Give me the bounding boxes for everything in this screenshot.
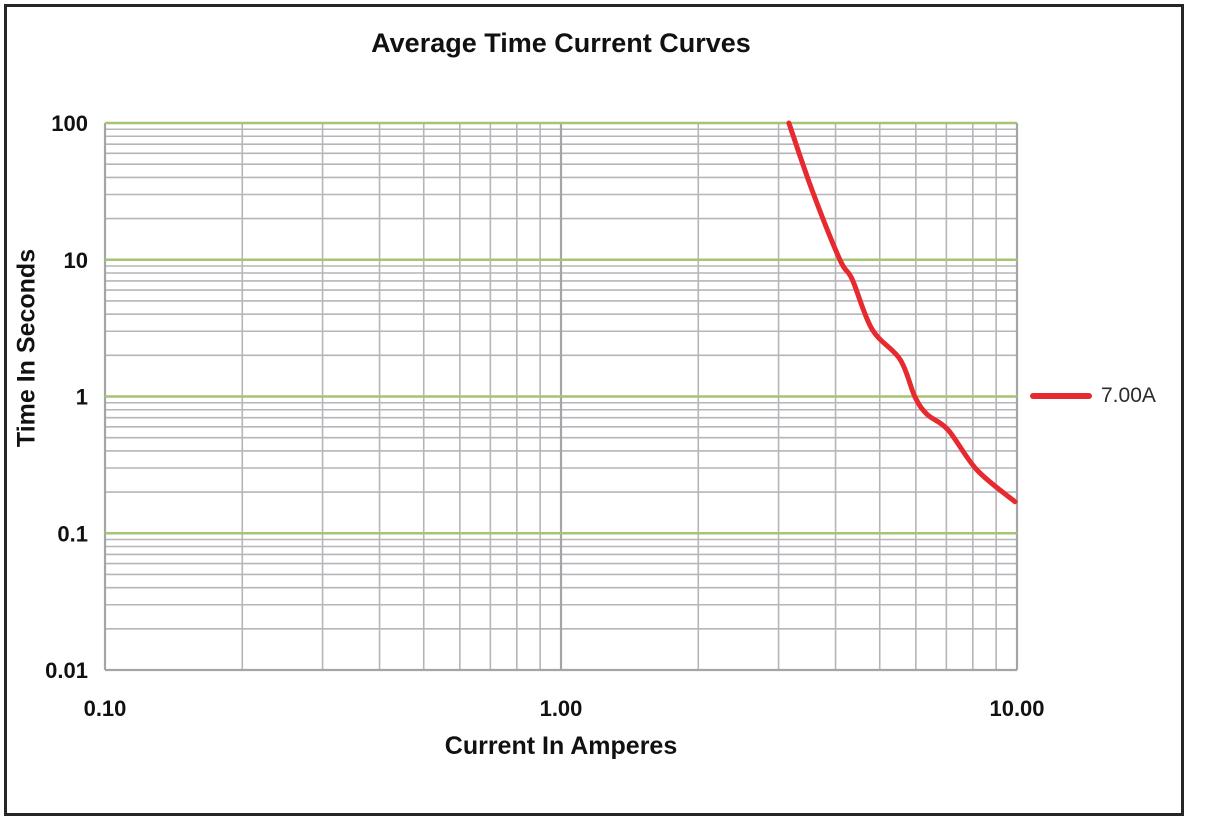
x-tick-label: 1.00: [540, 696, 583, 721]
y-tick-label: 1: [76, 385, 88, 410]
y-tick-label: 0.1: [57, 521, 88, 546]
series-curve-7.00A: [786, 120, 1018, 505]
legend-line-swatch: [1030, 393, 1092, 399]
x-tick-label: 0.10: [84, 696, 127, 721]
y-tick-label: 0.01: [45, 658, 88, 683]
x-axis-title: Current In Amperes: [444, 732, 678, 760]
legend-series-label: 7.00A: [1101, 384, 1156, 407]
tick-labels: 0.10 1.00 10.00 100 10 1 0.1 0.01: [45, 111, 1044, 721]
chart-title: Average Time Current Curves: [371, 28, 751, 58]
y-tick-label: 10: [64, 248, 88, 273]
y-tick-label: 100: [51, 111, 88, 136]
gridlines-major-horizontal: [105, 121, 1017, 535]
y-axis-title: Time In Seconds: [12, 248, 41, 448]
legend: 7.00A: [1030, 384, 1156, 408]
x-tick-label: 10.00: [989, 696, 1044, 721]
